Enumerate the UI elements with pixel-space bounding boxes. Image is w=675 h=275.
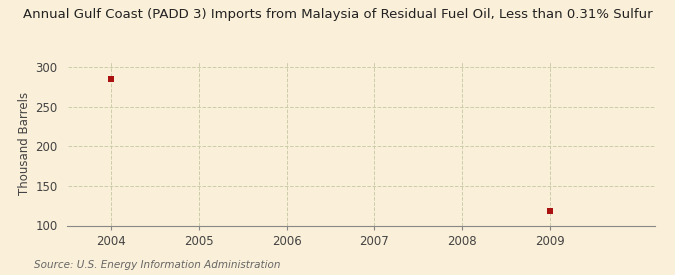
Y-axis label: Thousand Barrels: Thousand Barrels xyxy=(18,91,31,195)
Text: Annual Gulf Coast (PADD 3) Imports from Malaysia of Residual Fuel Oil, Less than: Annual Gulf Coast (PADD 3) Imports from … xyxy=(23,8,652,21)
Text: Source: U.S. Energy Information Administration: Source: U.S. Energy Information Administ… xyxy=(34,260,280,270)
